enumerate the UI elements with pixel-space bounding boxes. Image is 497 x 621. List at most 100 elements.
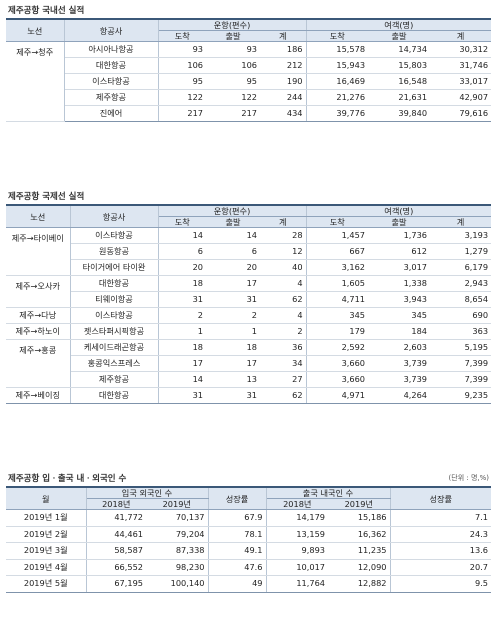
unit-label: (단위 : 명,%) — [448, 474, 489, 482]
ops-total-cell: 212 — [260, 57, 307, 74]
ops-total-cell: 186 — [260, 41, 307, 58]
international-table: 노선 항공사 운항(편수) 여객(명) 도착 출발 계 도착 출발 계 제주→타… — [6, 204, 492, 404]
out-growth-cell: 7.1 — [390, 509, 491, 527]
ops-departure-cell: 13 — [206, 371, 260, 388]
header-ops-group: 운항(편수) — [158, 204, 307, 217]
table-row: 홍콩익스프레스 17 17 34 3,660 3,739 7,399 — [6, 355, 492, 372]
ops-arrival-cell: 31 — [158, 387, 206, 404]
ops-departure-cell: 18 — [206, 339, 260, 356]
pax-departure-cell: 3,739 — [368, 371, 431, 388]
pax-arrival-cell: 667 — [306, 243, 369, 260]
table-row: 제주→하노이 젯스타퍼시픽항공 1 1 2 179 184 363 — [6, 323, 492, 340]
in-2018-cell: 44,461 — [86, 526, 146, 543]
route-cell-hanoi: 제주→하노이 — [6, 323, 71, 340]
month-cell: 2019년 3월 — [6, 542, 87, 560]
airline-cell: 대한항공 — [70, 275, 159, 292]
table-row: 대한항공 106 106 212 15,943 15,803 31,746 — [6, 57, 492, 74]
ops-departure-cell: 31 — [206, 387, 260, 404]
ops-arrival-cell: 93 — [158, 41, 206, 58]
pax-arrival-cell: 16,469 — [306, 73, 369, 90]
header-ops-group: 운항(편수) — [158, 18, 307, 31]
pax-arrival-cell: 345 — [306, 307, 369, 324]
passengers-table: 월 입국 외국인 수 성장률 출국 내국인 수 성장률 2018년 2019년 … — [6, 486, 491, 593]
out-2019-cell: 16,362 — [328, 526, 391, 543]
airline-cell: 진에어 — [64, 105, 159, 122]
route-cell-osaka: 제주→오사카 — [6, 275, 71, 308]
pax-total-cell: 9,235 — [430, 387, 492, 404]
pax-departure-cell: 3,943 — [368, 291, 431, 308]
pax-arrival-cell: 3,660 — [306, 355, 369, 372]
pax-departure-cell: 1,736 — [368, 227, 431, 244]
pax-total-cell: 3,193 — [430, 227, 492, 244]
route-cell-hongkong: 제주→홍콩 — [6, 339, 71, 388]
table-row: 제주→청주 아시아나항공 93 93 186 15,578 14,734 30,… — [6, 41, 492, 122]
ops-total-cell: 434 — [260, 105, 307, 122]
ops-departure-cell: 93 — [206, 41, 260, 58]
ops-arrival-cell: 14 — [158, 371, 206, 388]
ops-arrival-cell: 18 — [158, 275, 206, 292]
month-cell: 2019년 5월 — [6, 575, 87, 593]
out-2019-cell: 15,186 — [328, 509, 391, 527]
header-route: 노선 — [6, 18, 65, 42]
ops-arrival-cell: 14 — [158, 227, 206, 244]
header-in-group: 입국 외국인 수 — [86, 486, 209, 499]
table-row: 2019년 4월 66,552 98,230 47.6 10,017 12,09… — [6, 559, 491, 576]
ops-total-cell: 2 — [260, 323, 307, 340]
out-2019-cell: 11,235 — [328, 542, 391, 560]
airline-cell: 젯스타퍼시픽항공 — [70, 323, 159, 340]
ops-total-cell: 28 — [260, 227, 307, 244]
ops-total-cell: 4 — [260, 307, 307, 324]
out-growth-cell: 20.7 — [390, 559, 491, 576]
ops-departure-cell: 95 — [206, 73, 260, 90]
in-2018-cell: 67,195 — [86, 575, 146, 593]
pax-total-cell: 30,312 — [430, 41, 492, 58]
domestic-section: 제주공항 국내선 실적 노선 항공사 운항(편수) 여객(명) 도착 출발 계 … — [6, 4, 492, 122]
table-row: 이스타항공 95 95 190 16,469 16,548 33,017 — [6, 73, 492, 90]
pax-arrival-cell: 15,578 — [306, 41, 369, 58]
header-ops-arrival: 도착 — [158, 30, 206, 42]
table-row: 진에어 217 217 434 39,776 39,840 79,616 — [6, 105, 492, 122]
month-cell: 2019년 2월 — [6, 526, 87, 543]
table-row: 티웨이항공 31 31 62 4,711 3,943 8,654 — [6, 291, 492, 308]
pax-departure-cell: 1,338 — [368, 275, 431, 292]
ops-arrival-cell: 95 — [158, 73, 206, 90]
table-row: 원동항공 6 6 12 667 612 1,279 — [6, 243, 492, 260]
ops-total-cell: 12 — [260, 243, 307, 260]
pax-departure-cell: 184 — [368, 323, 431, 340]
ops-departure-cell: 6 — [206, 243, 260, 260]
pax-departure-cell: 39,840 — [368, 105, 431, 122]
table-row: 제주→베이징 대한항공 31 31 62 4,971 4,264 9,235 — [6, 387, 492, 404]
pax-total-cell: 2,943 — [430, 275, 492, 292]
ops-departure-cell: 14 — [206, 227, 260, 244]
passengers-title: 제주공항 입ㆍ출국 내ㆍ외국인 수 — [8, 474, 127, 484]
ops-departure-cell: 217 — [206, 105, 260, 122]
header-out-2019: 2019년 — [328, 498, 391, 510]
ops-arrival-cell: 17 — [158, 355, 206, 372]
table-row: 제주항공 14 13 27 3,660 3,739 7,399 — [6, 371, 492, 388]
in-2018-cell: 58,587 — [86, 542, 146, 560]
pax-total-cell: 690 — [430, 307, 492, 324]
airline-cell: 제주항공 — [64, 89, 159, 106]
ops-departure-cell: 31 — [206, 291, 260, 308]
header-pax-arrival: 도착 — [306, 216, 369, 228]
pax-arrival-cell: 3,162 — [306, 259, 369, 276]
domestic-table: 노선 항공사 운항(편수) 여객(명) 도착 출발 계 도착 출발 계 제주→청… — [6, 18, 492, 122]
ops-arrival-cell: 6 — [158, 243, 206, 260]
header-month: 월 — [6, 486, 87, 510]
header-out-group: 출국 내국인 수 — [266, 486, 391, 499]
ops-departure-cell: 17 — [206, 355, 260, 372]
airline-cell: 케세이드래곤항공 — [70, 339, 159, 356]
table-row: 제주→홍콩 케세이드래곤항공 18 18 36 2,592 2,603 5,19… — [6, 339, 492, 388]
pax-departure-cell: 3,017 — [368, 259, 431, 276]
route-cell-taipei: 제주→타이베이 — [6, 227, 71, 276]
airline-cell: 원동항공 — [70, 243, 159, 260]
header-pax-group: 여객(명) — [306, 18, 492, 31]
airline-cell: 대한항공 — [70, 387, 159, 404]
out-2018-cell: 13,159 — [266, 526, 328, 543]
header-airline: 항공사 — [70, 204, 159, 228]
table-row: 타이거에어 타이완 20 20 40 3,162 3,017 6,179 — [6, 259, 492, 276]
in-growth-cell: 49 — [208, 575, 267, 593]
airline-cell: 대한항공 — [64, 57, 159, 74]
ops-total-cell: 40 — [260, 259, 307, 276]
